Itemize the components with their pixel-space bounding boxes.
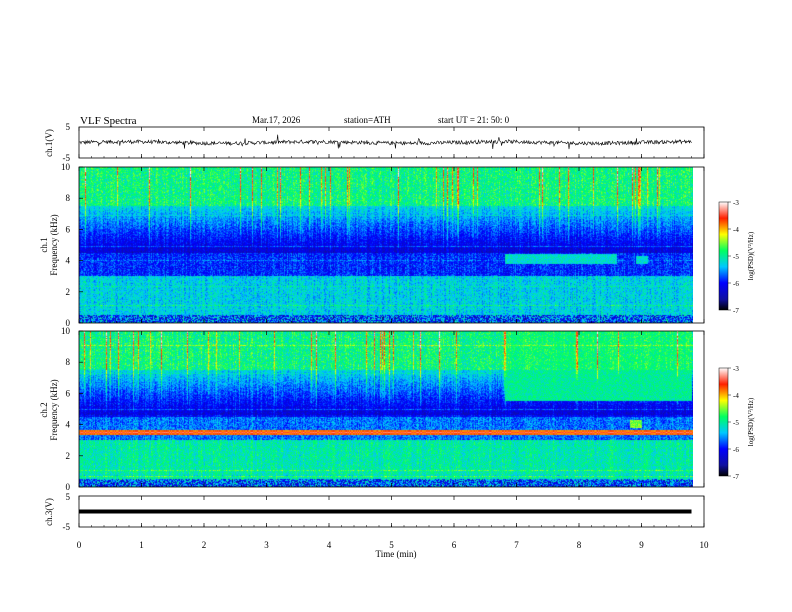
ch1-spec-ylabel: Frequency (kHz) [49,214,59,275]
time-tick-label: 9 [639,540,644,550]
colorbar-tick-label: -5 [733,253,739,261]
time-tick-label: 4 [327,540,332,550]
frequency-tick-label: 8 [66,193,71,203]
ch1-ytick-5: 5 [66,122,71,132]
frequency-tick-label: 6 [66,224,71,234]
frequency-tick-label: 10 [61,162,71,172]
time-axis-label: Time (min) [376,549,417,559]
frequency-tick-label: 4 [66,256,71,266]
frequency-tick-label: 10 [61,326,71,336]
ch3-wave-ylabel: ch.3(V) [44,498,54,526]
time-tick-label: 2 [202,540,207,550]
ch2-colorbar-label: log(PSD)(V²/Hz) [747,397,755,446]
frequency-tick-label: 8 [66,357,71,367]
colorbar-tick-label: -4 [733,392,739,400]
date-label: Mar.17, 2026 [252,115,301,125]
ch1-spec-name: ch.1 [39,237,49,252]
time-axis: 0 1 2 3 4 5 6 7 8 9 10 [77,127,709,550]
ch1-wave-ylabel: ch.1(V) [44,129,54,157]
time-tick-label: 1 [139,540,144,550]
frequency-tick-label: 4 [66,420,71,430]
ch2-colorbar [718,367,729,477]
ch1-colorbar-label: log(PSD)(V²/Hz) [747,231,755,280]
time-tick-label: 6 [452,540,457,550]
ch1-spectrogram-image [79,167,693,323]
ch2-spectrogram-image [79,331,693,487]
figure-title: VLF Spectra [80,115,137,127]
station-label: station=ATH [344,115,391,125]
colorbar-tick-label: -7 [733,473,739,481]
ch1-waveform-line [78,134,692,150]
time-tick-label: 3 [264,540,269,550]
time-tick-label: 5 [389,540,394,550]
ch1-waveform-panel: 5 -5 ch.1(V) [44,122,705,163]
colorbar-tick-label: -7 [733,307,739,315]
colorbar-tick-label: -3 [733,365,739,373]
ch3-ytick-neg5: -5 [63,522,71,532]
colorbar-tick-label: -6 [733,446,739,454]
ch1-ytick-neg5: -5 [63,153,71,163]
colorbar-tick-label: -5 [733,419,739,427]
ch3-waveform-panel: 5 -5 ch.3(V) [44,492,705,532]
colorbar-tick-label: -3 [733,199,739,207]
ch2-spec-name: ch.2 [39,402,49,417]
time-tick-label: 7 [514,540,519,550]
ch2-spec-ylabel: Frequency (kHz) [49,379,59,440]
ch1-colorbar [718,201,729,311]
time-tick-label: 10 [700,540,710,550]
frequency-tick-label: 2 [66,451,71,461]
frequency-tick-label: 0 [66,318,71,328]
colorbar-tick-label: -6 [733,280,739,288]
start-time-label: start UT = 21: 50: 0 [438,115,510,125]
frequency-tick-label: 0 [66,482,71,492]
time-tick-label: 0 [77,540,82,550]
colorbar-tick-label: -4 [733,226,739,234]
frequency-tick-label: 2 [66,287,71,297]
frequency-tick-label: 6 [66,388,71,398]
time-tick-label: 8 [577,540,582,550]
ch3-ytick-5: 5 [66,492,71,502]
